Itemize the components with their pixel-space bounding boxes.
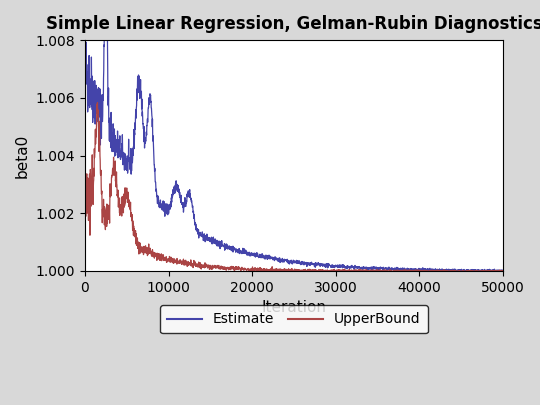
UpperBound — [103, 206, 110, 211]
Legend: Estimate, UpperBound: Estimate, UpperBound — [160, 305, 428, 333]
Title: Simple Linear Regression, Gelman-Rubin Diagnostics: Simple Linear Regression, Gelman-Rubin D… — [46, 15, 540, 33]
Estimate — [274, 256, 281, 261]
UpperBound — [286, 267, 292, 272]
Estimate — [403, 269, 410, 273]
Line: UpperBound: UpperBound — [85, 102, 503, 271]
Estimate — [488, 268, 495, 273]
UpperBound — [237, 269, 244, 273]
Estimate — [285, 260, 292, 264]
UpperBound — [94, 100, 100, 105]
Estimate — [488, 268, 495, 273]
Estimate — [82, 57, 88, 62]
UpperBound — [488, 269, 495, 273]
Y-axis label: beta0: beta0 — [15, 133, 30, 178]
UpperBound — [500, 269, 507, 273]
UpperBound — [274, 267, 281, 272]
X-axis label: Iteration: Iteration — [261, 300, 327, 315]
UpperBound — [82, 193, 88, 198]
Line: Estimate: Estimate — [85, 0, 503, 271]
UpperBound — [488, 269, 495, 273]
Estimate — [500, 269, 507, 273]
Estimate — [411, 268, 418, 273]
UpperBound — [411, 269, 418, 273]
